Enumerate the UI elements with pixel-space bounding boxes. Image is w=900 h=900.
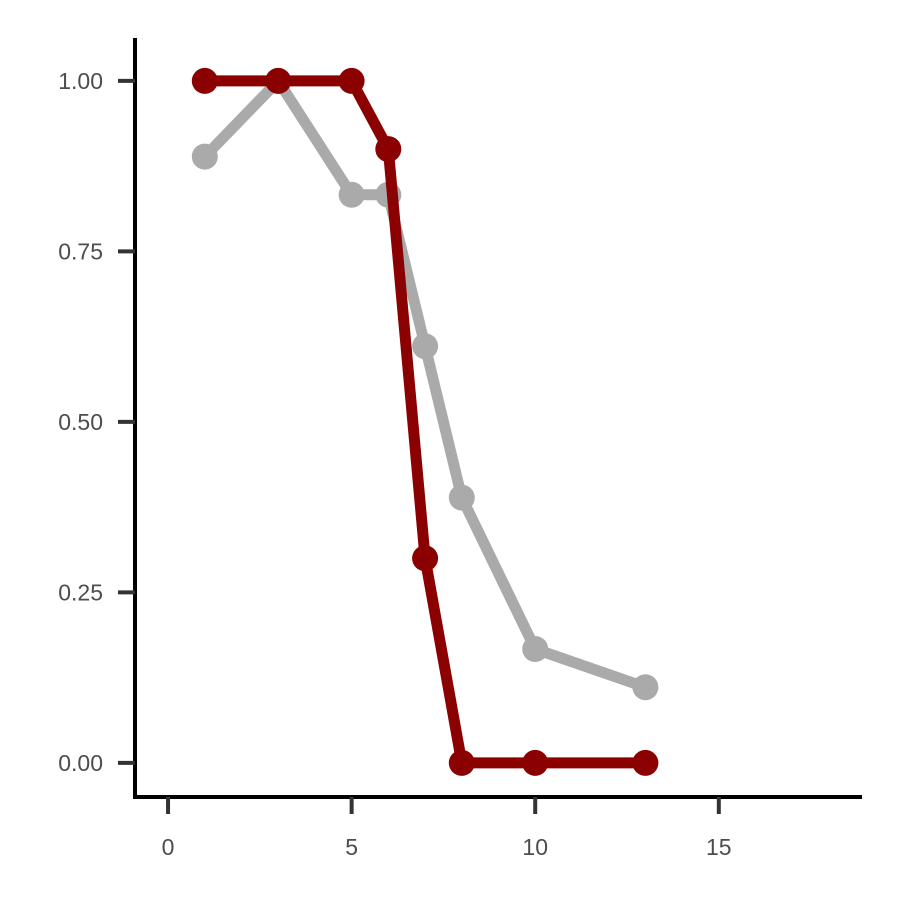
x-tick-label: 10 — [522, 834, 548, 860]
series-1 — [191, 67, 659, 701]
y-ticks: 0.00 0.25 0.50 0.75 1.00 — [58, 68, 135, 776]
series-line — [200, 75, 648, 693]
data-point — [522, 749, 549, 776]
data-point — [632, 674, 659, 701]
y-tick-label: 0.75 — [58, 238, 103, 264]
data-point — [191, 143, 218, 170]
x-tick-label: 5 — [345, 834, 358, 860]
data-point — [375, 136, 402, 163]
data-point — [412, 333, 439, 360]
data-point — [522, 636, 549, 662]
y-tick-label: 0.25 — [58, 579, 103, 605]
data-point — [448, 749, 475, 776]
series-layer — [191, 67, 659, 776]
data-point — [632, 749, 659, 776]
y-tick-label: 0.50 — [58, 409, 103, 435]
y-tick-label: 0.00 — [58, 750, 103, 776]
data-point — [338, 181, 365, 208]
series-2 — [191, 67, 659, 776]
x-tick-label: 15 — [706, 834, 732, 860]
data-point — [338, 67, 365, 94]
y-tick-label: 1.00 — [58, 68, 103, 94]
data-point — [448, 484, 475, 511]
x-tick-label: 0 — [162, 834, 175, 860]
axes — [133, 38, 862, 799]
data-point — [191, 67, 218, 94]
x-ticks: 0 5 10 15 — [162, 797, 732, 860]
data-point — [265, 67, 292, 94]
data-point — [412, 545, 439, 572]
